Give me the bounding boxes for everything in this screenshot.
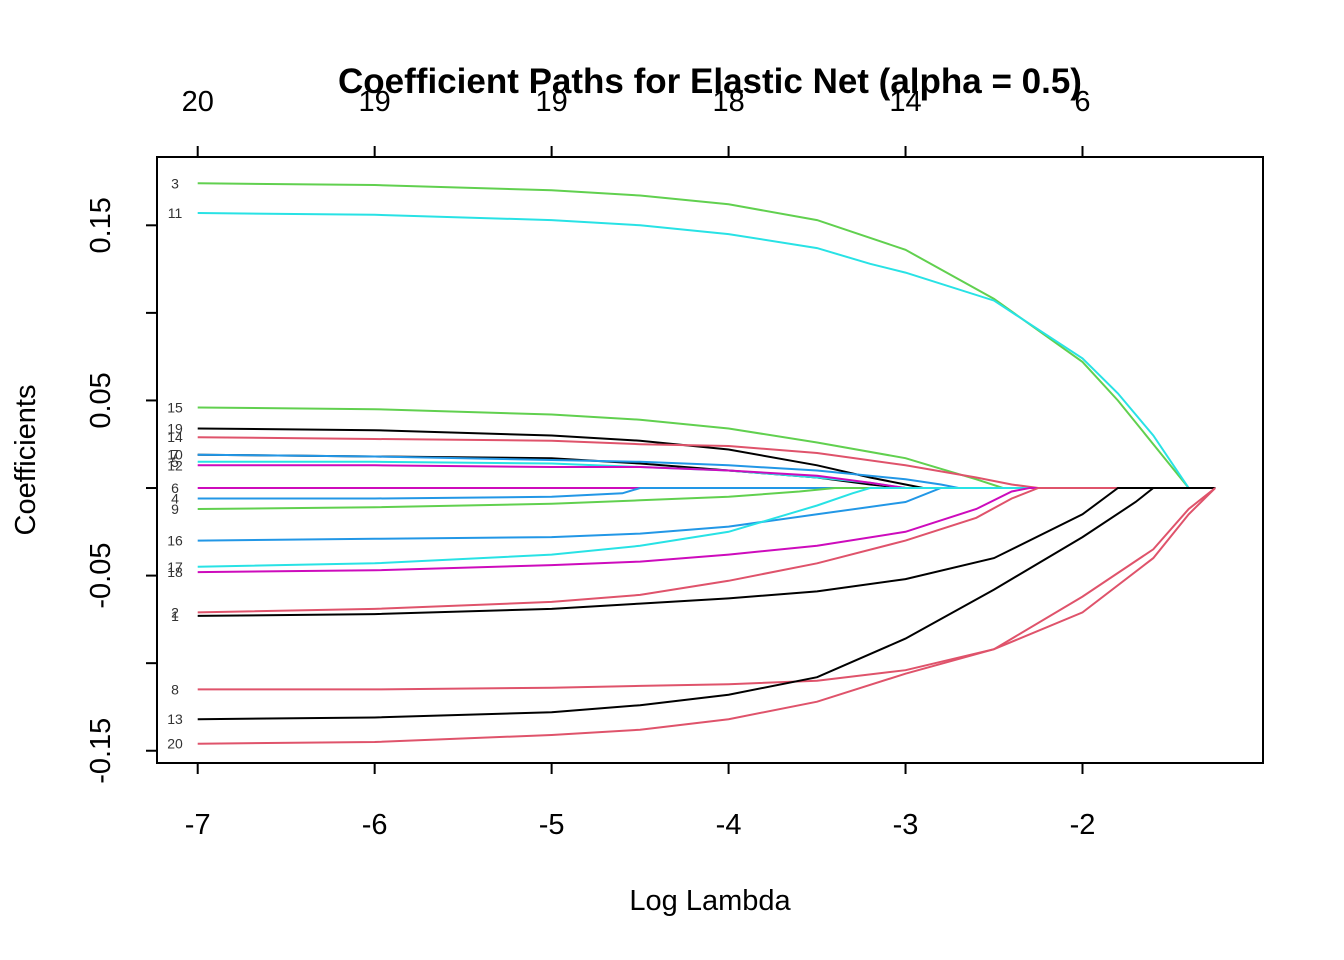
top-tick-label: 6 xyxy=(1074,86,1090,118)
path-label-13: 13 xyxy=(167,711,183,727)
y-tick-label: 0.05 xyxy=(85,372,117,428)
path-label-1: 1 xyxy=(171,608,179,624)
path-label-8: 8 xyxy=(171,681,179,697)
chart-title: Coefficient Paths for Elastic Net (alpha… xyxy=(338,62,1082,101)
series-line-2 xyxy=(197,487,1216,614)
path-label-9: 9 xyxy=(171,501,179,517)
top-tick-label: 20 xyxy=(182,86,214,118)
series-line-3 xyxy=(197,182,1216,489)
top-tick-label: 19 xyxy=(535,86,567,118)
series-line-7 xyxy=(197,453,1216,489)
series-line-19 xyxy=(197,427,1216,489)
series-line-18 xyxy=(197,487,1216,574)
series-line-15 xyxy=(197,406,1216,489)
path-label-3: 3 xyxy=(171,175,179,191)
series-line-20 xyxy=(197,487,1216,745)
series-line-1 xyxy=(197,487,1216,617)
top-tick-label: 18 xyxy=(712,86,744,118)
path-label-19: 19 xyxy=(167,421,183,437)
path-label-5: 5 xyxy=(171,454,179,470)
series-layer xyxy=(197,182,1216,745)
path-label-17: 17 xyxy=(167,559,183,575)
path-label-4: 4 xyxy=(171,491,179,507)
path-label-16: 16 xyxy=(167,533,183,549)
x-tick-label: -5 xyxy=(539,809,565,841)
y-axis-title: Coefficients xyxy=(10,385,42,536)
series-line-12 xyxy=(197,464,1216,489)
path-label-11: 11 xyxy=(168,205,183,221)
path-label-14: 14 xyxy=(167,429,183,445)
series-line-16 xyxy=(197,487,1216,542)
axes-layer: -7 -6 -5 -4 -3 -220 19 19 18 14 6-0.15-0.050.050.1… xyxy=(85,86,1095,841)
y-tick-label: -0.15 xyxy=(85,718,117,784)
path-label-18: 18 xyxy=(167,564,183,580)
path-label-20: 20 xyxy=(167,736,183,752)
series-line-4 xyxy=(197,487,1216,500)
path-label-15: 15 xyxy=(167,400,183,416)
top-tick-label: 19 xyxy=(359,86,391,118)
series-line-13 xyxy=(197,487,1216,721)
plot-frame xyxy=(156,156,1264,764)
x-axis-title: Log Lambda xyxy=(629,885,791,917)
top-tick-label: 14 xyxy=(889,86,921,118)
path-label-10: 10 xyxy=(167,447,183,463)
path-label-2: 2 xyxy=(171,604,179,620)
x-tick-label: -2 xyxy=(1070,809,1096,841)
path-label-6: 6 xyxy=(171,480,179,496)
y-tick-label: 0.15 xyxy=(85,197,117,253)
path-label-12: 12 xyxy=(167,457,183,473)
y-tick-label: -0.05 xyxy=(85,543,117,609)
x-tick-label: -6 xyxy=(362,809,388,841)
series-line-14 xyxy=(197,436,1216,489)
x-tick-label: -7 xyxy=(185,809,211,841)
x-tick-label: -3 xyxy=(893,809,919,841)
series-line-11 xyxy=(197,212,1216,489)
series-line-10 xyxy=(197,453,1216,489)
series-line-17 xyxy=(197,487,1216,568)
series-line-8 xyxy=(197,487,1216,691)
path-label-7: 7 xyxy=(171,447,179,463)
x-tick-label: -4 xyxy=(716,809,742,841)
series-line-9 xyxy=(197,487,1216,510)
